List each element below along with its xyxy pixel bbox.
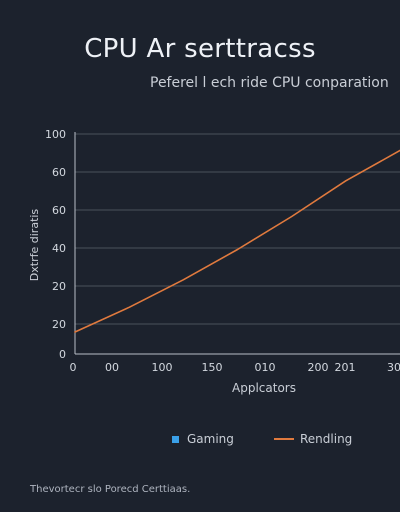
y-tick-label: 40 bbox=[52, 242, 66, 255]
y-tick-label: 0 bbox=[59, 348, 66, 361]
y-tick-label: 20 bbox=[52, 318, 66, 331]
x-tick-label: 0 bbox=[70, 361, 77, 374]
y-tick-label: 60 bbox=[52, 204, 66, 217]
x-tick-label: 100 bbox=[152, 361, 173, 374]
chart-subtitle: Peferel l ech ride CPU conparation bbox=[150, 75, 389, 91]
legend-item-rendering: Rendling bbox=[274, 432, 352, 446]
x-tick-label: 00 bbox=[105, 361, 119, 374]
legend-label-rendering: Rendling bbox=[300, 432, 353, 446]
legend-swatch-rendering bbox=[274, 438, 294, 440]
x-tick-label: 200 bbox=[308, 361, 329, 374]
y-tick-label: 20 bbox=[52, 280, 66, 293]
legend-swatch-gaming bbox=[172, 435, 179, 443]
y-tick-label: 60 bbox=[52, 166, 66, 179]
chart-title: CPU Ar serttracss bbox=[84, 34, 316, 64]
x-tick-label: 150 bbox=[202, 361, 223, 374]
x-tick-label: 201 bbox=[335, 361, 356, 374]
legend-label-gaming: Gaming bbox=[187, 432, 234, 446]
legend-item-gaming: Gaming bbox=[172, 432, 234, 446]
y-tick-label: 100 bbox=[45, 128, 66, 141]
x-axis-title: Applcators bbox=[232, 381, 296, 395]
chart-footer: Thevortecr slo Porecd Certtiaas. bbox=[30, 484, 191, 495]
x-tick-label: 30 bbox=[387, 361, 400, 374]
x-tick-label: 010 bbox=[255, 361, 276, 374]
y-axis-title: Dxtrfe diratis bbox=[28, 209, 41, 282]
series-line-rendling bbox=[74, 149, 400, 333]
